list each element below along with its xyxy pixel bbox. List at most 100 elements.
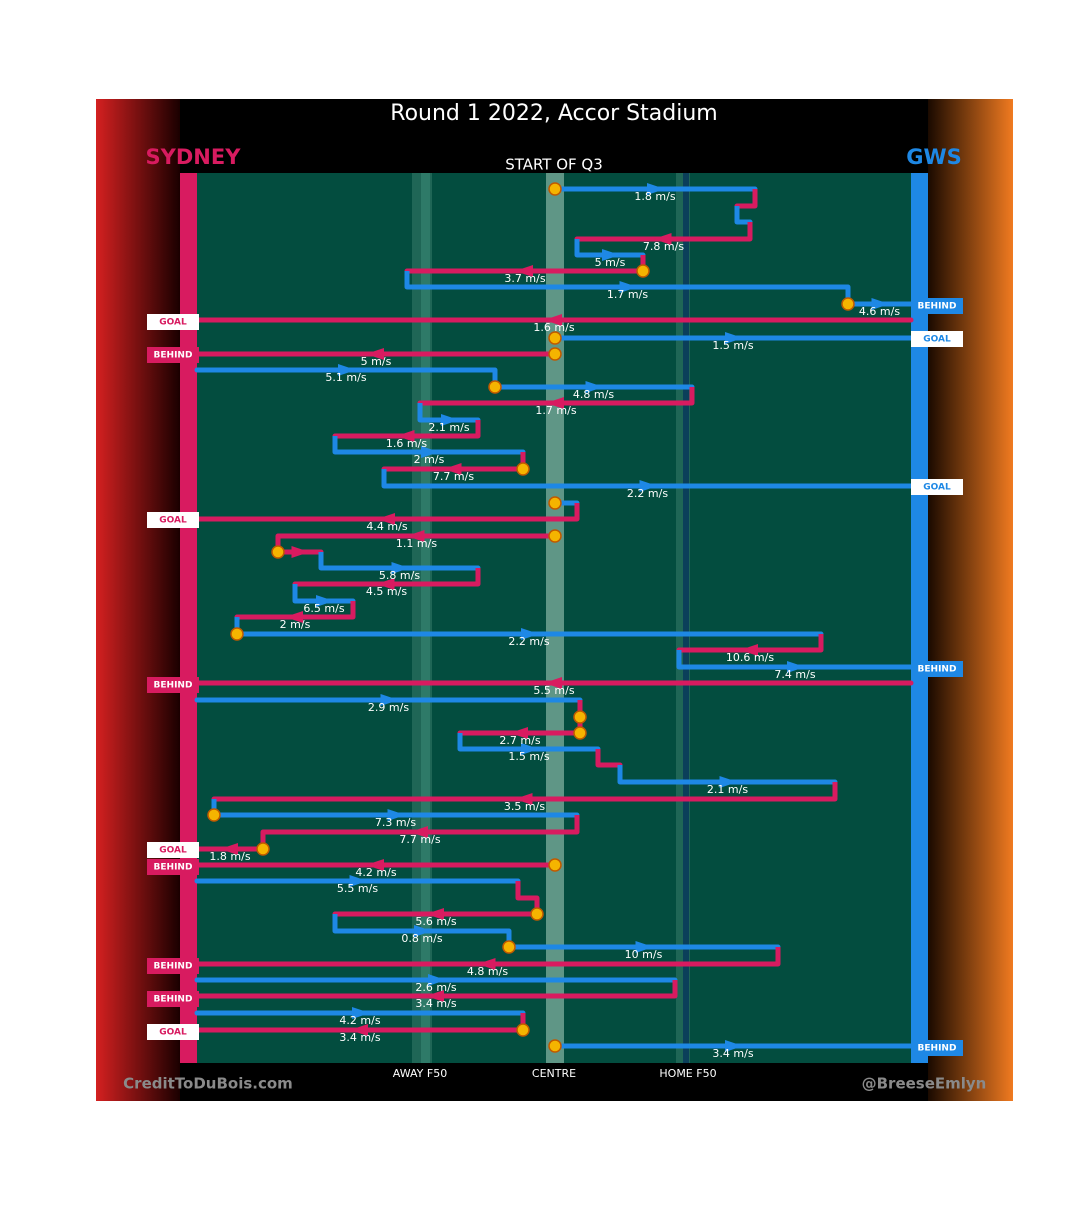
direction-arrow — [514, 793, 533, 805]
speed-label: 1.6 m/s — [386, 437, 427, 450]
speed-label: 7.7 m/s — [433, 470, 474, 483]
ball — [207, 808, 221, 822]
outcome-label: BEHIND — [918, 302, 957, 312]
outcome-box — [911, 661, 963, 677]
outcome-label: BEHIND — [154, 351, 193, 361]
speed-label: 5.5 m/s — [337, 882, 378, 895]
speed-label: 0.8 m/s — [401, 932, 442, 945]
direction-arrow — [377, 513, 395, 525]
ball — [573, 726, 587, 740]
speed-label: 7.3 m/s — [375, 816, 416, 829]
direction-arrow — [639, 480, 658, 492]
outcome-label: GOAL — [923, 335, 951, 345]
direction-arrow — [396, 430, 415, 442]
ball — [548, 496, 562, 510]
direction-arrow — [366, 859, 384, 871]
speed-label: 4.8 m/s — [573, 388, 614, 401]
direction-arrow — [546, 397, 564, 409]
ball — [841, 297, 855, 311]
speed-label: 4.6 m/s — [859, 305, 900, 318]
speed-label: 10.6 m/s — [726, 651, 774, 664]
direction-arrow — [443, 463, 462, 475]
direction-arrow — [635, 941, 654, 953]
outcome-box — [147, 347, 199, 363]
direction-arrow — [350, 1024, 368, 1036]
speed-label: 5.5 m/s — [533, 684, 574, 697]
speed-label: 5.6 m/s — [415, 915, 456, 928]
speed-label: 1.7 m/s — [535, 404, 576, 417]
speed-label: 3.5 m/s — [504, 800, 545, 813]
outcome-label: BEHIND — [918, 665, 957, 675]
direction-arrow — [585, 381, 604, 393]
speed-label: 5 m/s — [595, 256, 626, 269]
speed-label: 3.4 m/s — [339, 1031, 380, 1044]
ball — [548, 858, 562, 872]
outcome-label: GOAL — [159, 318, 187, 328]
ball — [573, 710, 587, 724]
home-team: SYDNEY — [146, 145, 242, 169]
outcome-box — [147, 512, 199, 528]
ball — [516, 462, 530, 476]
direction-arrow — [544, 314, 562, 326]
speed-label: 3.4 m/s — [712, 1047, 753, 1060]
speed-label: 2.7 m/s — [499, 734, 540, 747]
gws-goal-line — [911, 173, 928, 1063]
outcome-box — [911, 1040, 963, 1056]
outcome-label: BEHIND — [154, 681, 193, 691]
outcome-label: GOAL — [159, 846, 187, 856]
ball — [548, 331, 562, 345]
period: START OF Q3 — [505, 156, 603, 174]
direction-arrow — [515, 265, 533, 277]
ball — [548, 1039, 562, 1053]
direction-arrow — [725, 1040, 743, 1052]
speed-label: 1.6 m/s — [533, 321, 574, 334]
direction-arrow — [441, 414, 459, 426]
outcome-box — [147, 1024, 199, 1040]
direction-arrow — [406, 530, 425, 542]
speed-label: 5.8 m/s — [379, 569, 420, 582]
direction-arrow — [421, 446, 439, 458]
direction-arrow — [871, 298, 890, 310]
direction-arrow — [544, 677, 562, 689]
speed-label: 1.5 m/s — [508, 750, 549, 763]
speed-label: 7.8 m/s — [643, 240, 684, 253]
credit: CreditToDuBois.com — [123, 1075, 293, 1093]
speed-label: 1.5 m/s — [712, 339, 753, 352]
outcome-box — [911, 331, 963, 347]
outcome-label: GOAL — [159, 1028, 187, 1038]
ball — [548, 347, 562, 361]
outcome-box — [147, 842, 199, 858]
speed-label: 4.5 m/s — [366, 585, 407, 598]
direction-arrow — [428, 974, 446, 986]
outcome-label: BEHIND — [154, 995, 193, 1005]
direction-arrow — [740, 644, 758, 656]
direction-arrow — [510, 727, 528, 739]
direction-arrow — [521, 628, 539, 640]
right-gradient — [928, 99, 1013, 1101]
outcome-box — [147, 958, 199, 974]
direction-arrow — [316, 595, 334, 607]
direction-arrow — [647, 183, 665, 195]
direction-arrow — [220, 843, 238, 855]
ball — [516, 1023, 530, 1037]
outcome-box — [147, 859, 199, 875]
direction-arrow — [291, 546, 310, 558]
direction-arrow — [387, 809, 406, 821]
home-f50-line — [683, 173, 689, 1063]
outcome-box — [147, 991, 199, 1007]
speed-label: 4.2 m/s — [339, 1014, 380, 1027]
direction-arrow — [426, 908, 444, 920]
credit: @BreeseEmlyn — [862, 1075, 987, 1093]
outcome-label: BEHIND — [918, 1044, 957, 1054]
direction-arrow — [352, 1007, 370, 1019]
speed-label: 1.8 m/s — [209, 850, 250, 863]
direction-arrow — [376, 578, 395, 590]
direction-arrow — [410, 826, 428, 838]
direction-arrow — [366, 348, 384, 360]
direction-arrow — [653, 233, 672, 245]
left-gradient — [96, 99, 180, 1101]
speed-label: 4.4 m/s — [366, 520, 407, 533]
sydney-goal-line — [180, 173, 197, 1063]
outcome-label: BEHIND — [154, 863, 193, 873]
